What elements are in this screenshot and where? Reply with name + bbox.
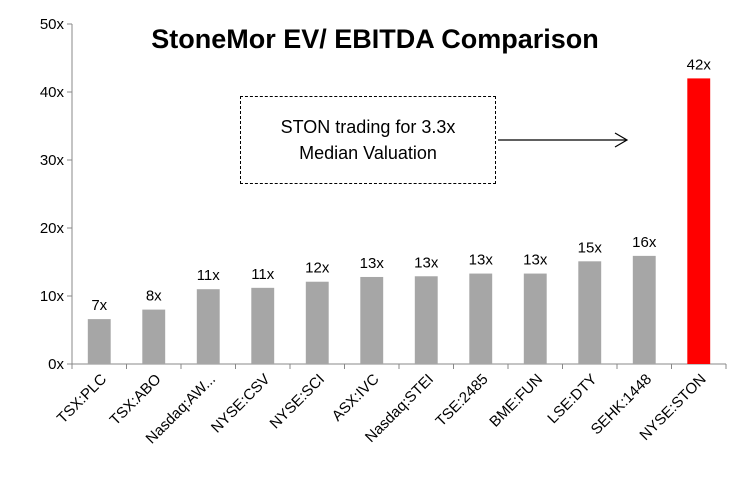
bar	[142, 309, 166, 364]
bar-series	[87, 78, 711, 365]
annotation-line-1: STON trading for 3.3x	[280, 117, 456, 137]
bar	[414, 276, 438, 364]
x-tick-label: NYSE:CSV	[208, 371, 274, 437]
data-label: 13x	[523, 252, 548, 269]
y-tick-label: 30x	[40, 152, 65, 169]
x-tick-label: LSE:DTY	[544, 371, 600, 427]
y-tick-label: 50x	[40, 16, 65, 33]
data-label: 11x	[251, 266, 275, 283]
data-label: 13x	[414, 254, 439, 271]
bar	[523, 273, 547, 364]
data-label: 8x	[146, 288, 162, 305]
bar	[360, 276, 384, 364]
data-label: 11x	[197, 267, 221, 284]
data-label: 13x	[360, 255, 385, 272]
annotation-box: STON trading for 3.3x Median Valuation	[240, 96, 496, 184]
y-tick-label: 20x	[40, 220, 65, 237]
data-label: 16x	[632, 234, 657, 251]
x-tick-label: TSX:ABO	[107, 371, 165, 429]
bar	[469, 273, 493, 364]
x-tick-label: NYSE:SCI	[267, 371, 329, 433]
bar	[305, 281, 329, 364]
data-labels: 7x 8x 11x 11x 12x 13x 13x 13x 13x 15x 16x 42x	[91, 56, 711, 314]
data-label: 13x	[469, 252, 494, 269]
bar	[632, 255, 656, 364]
data-label: 7x	[91, 297, 107, 314]
x-axis: TSX:PLCTSX:ABONasdaq:AW...NYSE:CSVNYSE:S…	[54, 363, 727, 447]
data-label: 12x	[305, 260, 330, 277]
annotation-arrow	[498, 132, 629, 148]
data-label: 42x	[687, 56, 712, 73]
data-label: 15x	[578, 239, 603, 256]
bar	[196, 289, 220, 364]
y-tick-label: 0x	[48, 356, 64, 373]
chart-title: StoneMor EV/ EBITDA Comparison	[151, 24, 599, 54]
annotation-line-2: Median Valuation	[299, 143, 437, 163]
x-tick-label: ASX:IVC	[329, 371, 383, 425]
bar	[251, 287, 275, 364]
x-tick-label: TSE:2485	[432, 371, 491, 430]
y-axis: 0x 10x 20x 30x 40x 50x	[40, 16, 73, 373]
bar	[578, 261, 602, 364]
bar	[687, 78, 711, 365]
y-tick-label: 40x	[40, 84, 65, 101]
x-tick-label: BME:FUN	[486, 371, 546, 431]
x-tick-label: TSX:PLC	[54, 371, 110, 427]
bar	[87, 319, 111, 364]
y-tick-label: 10x	[40, 288, 65, 305]
